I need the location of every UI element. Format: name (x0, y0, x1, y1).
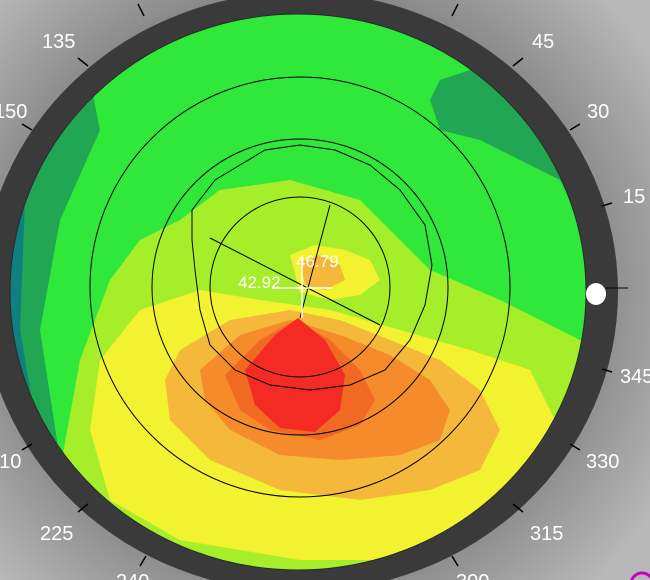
label-210: 210 (0, 451, 21, 473)
zone-circles (89, 76, 511, 498)
tick-60 (451, 3, 459, 17)
label-345: 345 (620, 366, 650, 388)
center-crosshair (272, 258, 332, 318)
degree-labels: 135 45 150 30 15 345 210 330 225 315 240… (0, 31, 650, 580)
flat-axis-line (209, 237, 381, 326)
map-orange-spot (300, 255, 345, 290)
map-red (245, 318, 345, 432)
label-45: 45 (532, 31, 554, 53)
tick-330 (569, 443, 581, 451)
tick-120 (137, 3, 145, 17)
label-300: 300 (456, 571, 489, 580)
label-135: 135 (42, 31, 75, 53)
zone-circle-middle (151, 138, 449, 436)
axis-ticks (21, 3, 613, 567)
measurement-contour (191, 144, 433, 391)
tick-300 (451, 555, 459, 567)
cornea-outline (9, 13, 587, 571)
tick-15 (601, 202, 613, 207)
tick-225 (77, 503, 89, 513)
specular-reflection (586, 283, 606, 305)
label-15: 15 (623, 186, 645, 208)
zone-circle-inner (209, 196, 391, 378)
label-240: 240 (116, 571, 149, 580)
tick-345 (601, 368, 613, 373)
steep-k-readout: 46.79 (296, 252, 339, 271)
label-330: 330 (586, 451, 619, 473)
axis-lines (209, 204, 381, 326)
tick-135 (77, 57, 89, 67)
tick-150 (21, 123, 33, 131)
steep-axis-line (299, 204, 331, 319)
tick-30 (569, 123, 581, 131)
tick-240 (139, 555, 147, 567)
tick-210 (21, 443, 33, 451)
label-225: 225 (40, 523, 73, 545)
tick-315 (512, 503, 524, 513)
marker-circle (630, 571, 650, 580)
label-315: 315 (530, 523, 563, 545)
label-30: 30 (587, 101, 609, 123)
flat-k-readout: 42.92 (238, 273, 281, 292)
zone-circle-outer (89, 76, 511, 498)
tick-45 (512, 57, 524, 67)
label-150: 150 (0, 101, 27, 123)
